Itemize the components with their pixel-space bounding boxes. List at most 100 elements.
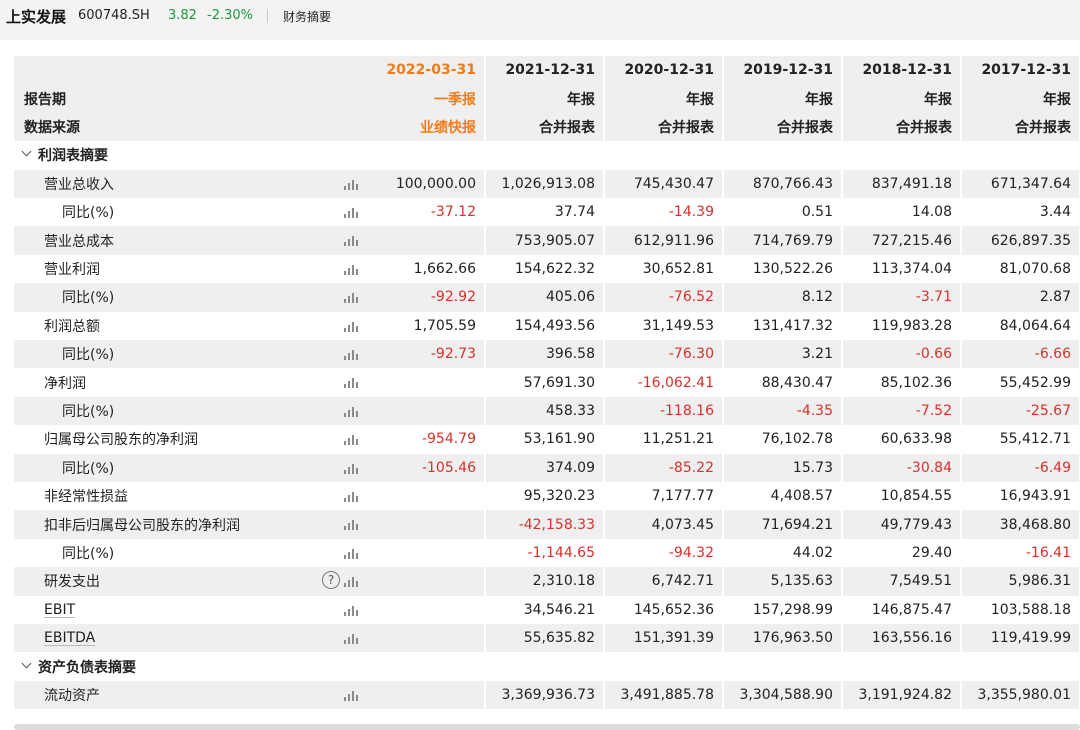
data-cell: 3,491,885.78 <box>605 680 722 710</box>
data-cell: 612,911.96 <box>605 226 722 255</box>
bar-chart-icon[interactable] <box>344 235 358 247</box>
data-cell: 85,102.36 <box>880 374 952 391</box>
row-label: 同比(%) <box>14 340 366 369</box>
bar-chart-icon[interactable] <box>344 463 358 474</box>
row-label: 净利润 <box>14 368 366 396</box>
table-row: 流动资产 3,369,936.73 3,491,885.78 3,304,588.90… <box>14 680 1080 710</box>
header-label: 数据来源 <box>14 112 366 142</box>
data-cell: 60,633.98 <box>880 431 952 448</box>
header-row: 数据来源 业绩快报 合并报表 合并报表 合并报表 合并报表 合并报表 <box>14 112 1080 142</box>
bar-chart-icon[interactable] <box>344 179 358 190</box>
data-cell: -37.12 <box>366 198 484 227</box>
row-label: 流动资产 <box>14 680 366 710</box>
table-row: 非经常性损益 95,320.23 7,177.77 4,408.57 10,854.55… <box>14 482 1080 511</box>
data-cell: 11,251.21 <box>642 431 714 448</box>
bar-chart-icon[interactable] <box>344 576 358 588</box>
section-toggle[interactable]: 利润表摘要 <box>14 141 366 169</box>
stock-change-percent: -2.30% <box>207 8 253 23</box>
bar-chart-icon[interactable] <box>344 548 358 559</box>
bar-chart-icon[interactable] <box>344 349 358 360</box>
data-cell: 38,468.80 <box>962 510 1079 539</box>
table-row: 同比(%) -92.73 396.58 -76.30 3.21 -0.66 -6.66 <box>14 340 1080 369</box>
table-row: EBIT 34,546.21 145,652.36 157,298.99 146,875… <box>14 595 1080 624</box>
data-cell: -118.16 <box>605 396 722 426</box>
empty-cell <box>366 141 484 170</box>
bar-chart-icon[interactable] <box>344 491 358 502</box>
row-label-text: 同比(%) <box>62 290 115 307</box>
data-cell: 15.73 <box>724 453 841 482</box>
bar-chart-icon[interactable] <box>344 434 358 446</box>
column-header-cell: 2017-12-31 <box>962 56 1079 85</box>
header-row: 2022-03-31 2021-12-31 2020-12-31 2019-12-31… <box>14 56 1080 85</box>
data-cell: 870,766.43 <box>724 169 841 198</box>
table-row: 同比(%) -1,144.65 -94.32 44.02 29.40 -16.41 <box>14 538 1080 568</box>
bar-chart-icon[interactable] <box>344 406 358 417</box>
bar-chart-icon[interactable] <box>344 264 358 275</box>
table-row: 同比(%) 458.33 -118.16 -4.35 -7.52 -25.67 <box>14 396 1080 426</box>
stock-price: 3.82 <box>168 8 197 23</box>
bar-chart-icon[interactable] <box>344 377 358 389</box>
data-cell: 145,652.36 <box>633 601 714 618</box>
top-bar: 上实发展 600748.SH 3.82 -2.30% 财务摘要 <box>0 0 1080 40</box>
bar-chart-icon[interactable] <box>344 690 358 701</box>
horizontal-scrollbar[interactable] <box>14 724 1080 730</box>
data-cell: 100,000.00 <box>366 169 484 198</box>
data-cell <box>366 368 484 397</box>
row-label: 营业总收入 <box>14 169 366 198</box>
data-cell: 151,391.39 <box>605 624 722 653</box>
data-cell: 745,430.47 <box>605 169 722 198</box>
column-header-cell: 合并报表 <box>605 112 722 142</box>
table-row: 利润总额 1,705.59 154,493.56 31,149.53 131,417.3… <box>14 311 1080 340</box>
column-header-cell: 年报 <box>843 84 960 113</box>
data-cell: -94.32 <box>668 544 714 561</box>
bar-chart-icon[interactable] <box>344 207 358 218</box>
empty-cell <box>486 141 603 169</box>
row-label-text: 同比(%) <box>62 460 115 477</box>
data-cell: -92.92 <box>366 283 484 312</box>
column-header-cell: 2021-12-31 <box>486 56 603 85</box>
bar-chart-icon[interactable] <box>344 633 358 644</box>
data-cell: -954.79 <box>366 425 484 454</box>
stock-code: 600748.SH <box>78 8 150 23</box>
data-cell: -3.71 <box>843 283 960 312</box>
data-cell: 44.02 <box>792 544 833 561</box>
bar-chart-icon[interactable] <box>344 292 358 304</box>
data-cell: 31,149.53 <box>642 317 714 334</box>
data-cell: 4,408.57 <box>770 488 833 505</box>
data-cell: 14.08 <box>911 204 952 221</box>
section-header[interactable]: 利润表摘要 <box>14 141 1080 170</box>
data-cell: 3,369,936.73 <box>486 680 603 710</box>
data-cell: 4,073.45 <box>605 510 722 539</box>
table-row: 营业总成本 753,905.07 612,911.96 714,769.79 727,2… <box>14 226 1080 255</box>
table-row: 同比(%) -92.92 405.06 -76.52 8.12 -3.71 2.87 <box>14 283 1080 312</box>
data-cell: 458.33 <box>486 396 603 426</box>
row-label-text: 营业总收入 <box>44 176 114 193</box>
empty-cell <box>486 652 603 680</box>
chevron-down-icon[interactable] <box>22 148 32 158</box>
data-cell: 3.21 <box>724 340 841 369</box>
bar-chart-icon[interactable] <box>344 321 358 332</box>
data-cell: 3,355,980.01 <box>962 680 1079 710</box>
data-cell: 29.40 <box>911 544 952 561</box>
header-label: 报告期 <box>14 84 366 113</box>
column-header-cell: 2020-12-31 <box>605 56 722 85</box>
data-cell: -16,062.41 <box>637 374 714 391</box>
section-header[interactable]: 资产负债表摘要 <box>14 652 1080 681</box>
data-cell: 113,374.04 <box>871 260 952 277</box>
data-cell: 3,191,924.82 <box>843 680 960 710</box>
table-row: 归属母公司股东的净利润 -954.79 53,161.90 11,251.21 76,1… <box>14 425 1080 454</box>
data-cell: 53,161.90 <box>523 431 595 448</box>
bar-chart-icon[interactable] <box>344 605 358 616</box>
row-label-text: 资产负债表摘要 <box>38 659 136 676</box>
question-icon[interactable]: ? <box>322 571 340 590</box>
data-cell: 2,310.18 <box>486 567 603 596</box>
chevron-down-icon[interactable] <box>22 660 32 670</box>
data-cell: 119,419.99 <box>962 624 1079 653</box>
column-header-cell: 年报 <box>486 84 603 113</box>
row-label: EBIT <box>14 596 366 624</box>
bar-chart-icon[interactable] <box>344 519 358 531</box>
section-toggle[interactable]: 资产负债表摘要 <box>14 652 366 680</box>
data-cell <box>366 482 484 511</box>
row-label-text: 扣非后归属母公司股东的净利润 <box>44 517 240 534</box>
row-label-text: 营业利润 <box>44 261 100 278</box>
